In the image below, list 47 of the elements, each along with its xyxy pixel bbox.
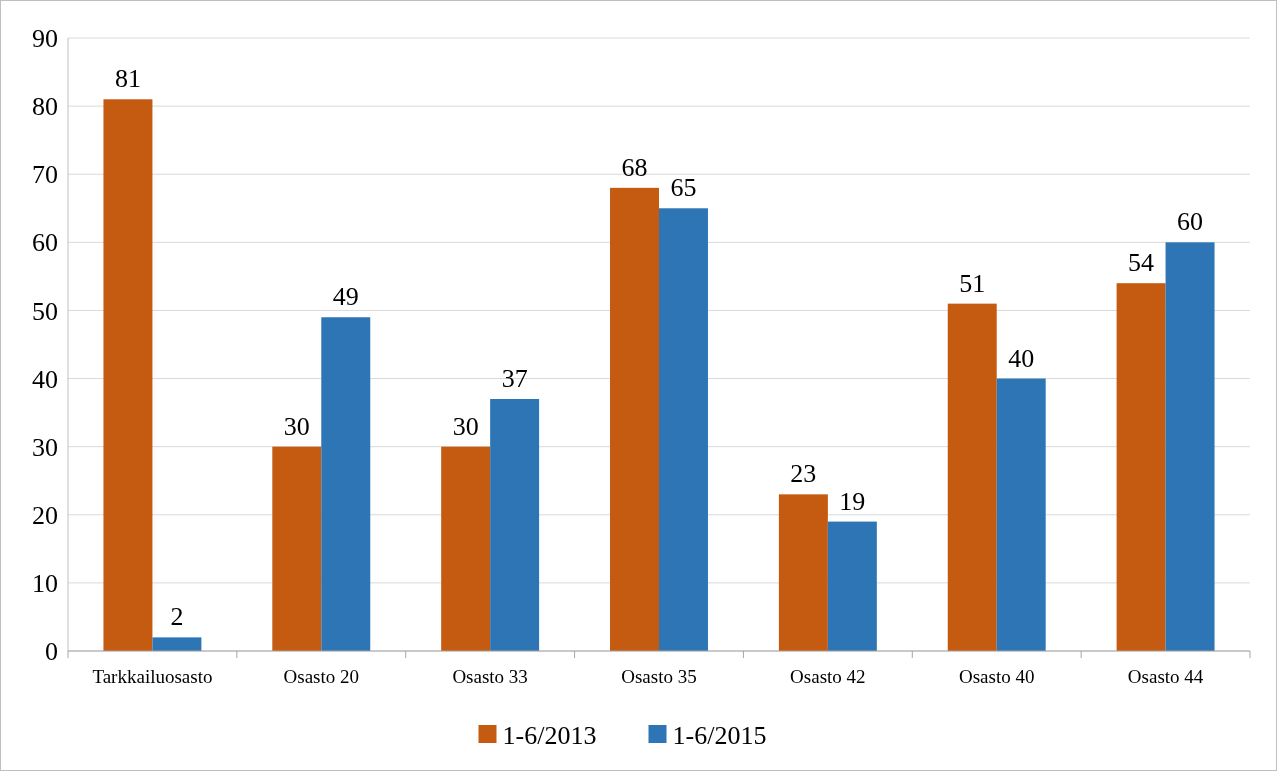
y-tick-label: 60 [32,228,58,258]
y-tick-label: 20 [32,500,58,530]
bar [610,187,659,651]
data-label: 37 [501,363,528,393]
data-label: 51 [959,268,986,298]
x-tick-label: Osasto 44 [1127,666,1204,687]
bar [996,378,1046,651]
data-label: 68 [621,152,648,182]
y-tick-label: 40 [32,364,58,394]
legend-label: 1-6/2013 [502,721,597,751]
x-tick-label: Osasto 20 [283,666,360,687]
x-tick-label: Osasto 42 [790,666,866,687]
legend-label: 1-6/2015 [672,721,767,751]
bar [441,446,491,651]
y-tick-label: 90 [32,24,58,54]
y-tick-label: 30 [32,432,58,462]
bar [1165,242,1215,651]
bar [778,494,828,651]
data-label: 49 [332,282,359,312]
data-label: 81 [114,64,141,94]
data-label: 30 [452,411,479,441]
x-tick-label: Osasto 40 [958,666,1035,687]
data-label: 30 [283,411,310,441]
bar [321,317,371,651]
x-tick-label: Osasto 33 [452,666,528,687]
data-label: 23 [790,459,817,489]
bar [490,398,540,651]
bar [947,303,997,651]
y-tick-label: 0 [45,637,58,667]
bar [1116,283,1166,651]
bar [659,208,708,651]
bar [827,521,877,651]
data-label: 2 [170,602,184,632]
bar [152,637,202,651]
bar [103,99,153,651]
bar [272,446,322,651]
data-label: 40 [1008,343,1035,373]
data-label: 65 [670,173,697,203]
y-tick-label: 80 [32,92,58,122]
data-label: 60 [1177,207,1204,237]
data-label: 19 [839,486,866,516]
y-tick-label: 70 [32,160,58,190]
y-tick-label: 10 [32,568,58,598]
x-tick-label: Tarkkailuosasto [92,666,213,687]
y-tick-label: 50 [32,296,58,326]
data-label: 54 [1128,248,1155,278]
x-tick-label: Osasto 35 [621,666,697,687]
